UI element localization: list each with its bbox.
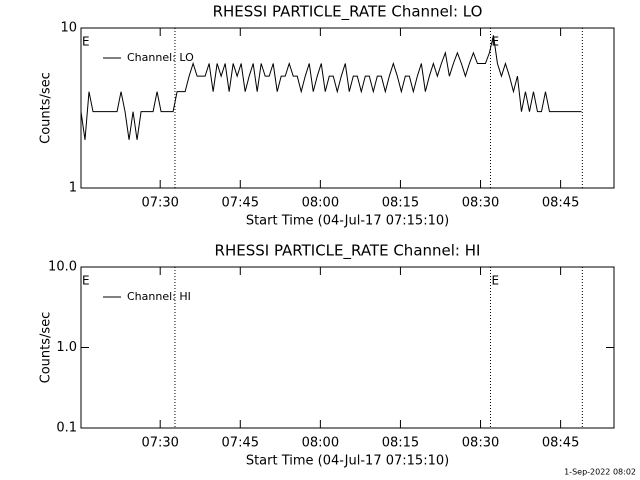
x-tick-label: 08:30: [462, 436, 499, 451]
x-tick-label: 08:00: [302, 196, 339, 211]
y-tick-label: 1.0: [56, 340, 77, 355]
x-tick-label: 07:30: [141, 196, 178, 211]
flag-label: E: [491, 274, 499, 288]
data-line: [80, 35, 582, 140]
footer: 1-Sep-2022 08:02: [564, 468, 636, 477]
y-axis-title: Counts/sec: [39, 312, 54, 384]
x-axis-title: Start Time (04-Jul-17 07:15:10): [246, 214, 449, 229]
chart-title: RHESSI PARTICLE_RATE Channel: HI: [215, 242, 481, 261]
x-tick-label: 07:45: [222, 196, 259, 211]
x-tick-label: 08:45: [542, 436, 579, 451]
legend-label: Channel: LO: [127, 51, 194, 64]
y-tick-label: 10.0: [48, 260, 77, 275]
x-tick-label: 08:15: [382, 436, 419, 451]
x-axis-title: Start Time (04-Jul-17 07:15:10): [246, 454, 449, 469]
x-tick-label: 07:30: [141, 436, 178, 451]
flag-label: E: [491, 35, 499, 49]
y-tick-label: 0.1: [56, 421, 77, 436]
flag-label: E: [82, 274, 90, 288]
x-tick-label: 07:45: [222, 436, 259, 451]
plot-frame: [80, 27, 615, 189]
flag-label: E: [82, 35, 90, 49]
x-tick-label: 08:15: [382, 196, 419, 211]
x-tick-label: 08:00: [302, 436, 339, 451]
y-axis-title: Counts/sec: [39, 72, 54, 144]
legend-label: Channel: HI: [127, 290, 191, 303]
chart-title: RHESSI PARTICLE_RATE Channel: LO: [213, 3, 483, 22]
y-tick-label: 10: [60, 21, 77, 36]
x-tick-label: 08:45: [542, 196, 579, 211]
y-tick-label: 1: [69, 181, 77, 196]
x-tick-label: 08:30: [462, 196, 499, 211]
